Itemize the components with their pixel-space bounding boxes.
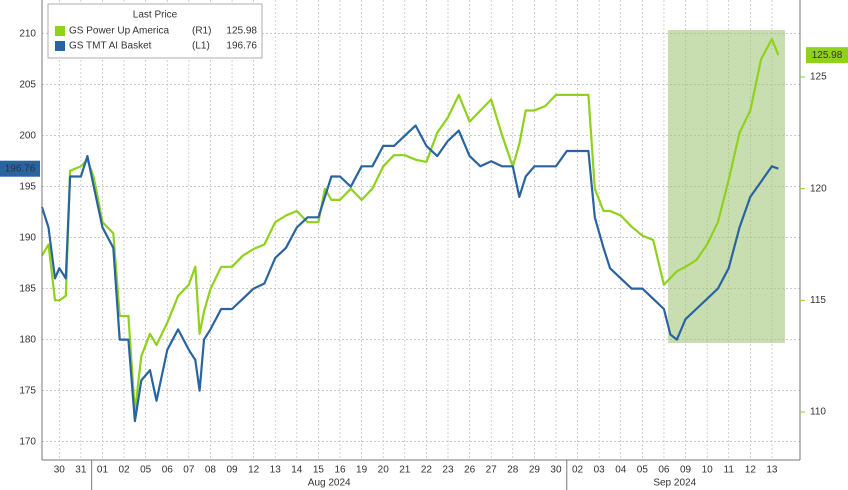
series-line — [40, 124, 779, 423]
x-tick-label: 10 — [702, 465, 714, 476]
x-tick-label: 21 — [399, 465, 411, 476]
x-tick-label: 30 — [550, 465, 562, 476]
x-group-label: Aug 2024 — [308, 478, 351, 489]
last-value-label: 196.76 — [5, 163, 36, 174]
x-tick-label: 04 — [615, 465, 627, 476]
x-tick-label: 12 — [248, 465, 260, 476]
x-tick-label: 11 — [724, 465, 735, 476]
legend-swatch — [55, 26, 65, 36]
x-tick-label: 29 — [529, 465, 541, 476]
x-tick-label: 30 — [54, 465, 66, 476]
x-tick-label: 05 — [637, 465, 649, 476]
x-tick-label: 05 — [140, 465, 152, 476]
x-tick-label: 14 — [291, 465, 303, 476]
legend-box — [47, 3, 263, 59]
y2-tick-label: 115 — [810, 295, 826, 306]
legend-label: GS TMT AI Basket — [69, 41, 152, 52]
x-tick-label: 26 — [464, 465, 476, 476]
y-tick-label: 200 — [19, 130, 36, 141]
legend-entries: GS Power Up America (R1) 125.98 GS TMT AI B… — [55, 26, 257, 52]
y2-tick-label: 120 — [810, 183, 827, 194]
y-tick-label: 170 — [19, 436, 36, 447]
y-tick-label: 185 — [19, 283, 36, 294]
y-tick-label: 195 — [19, 181, 36, 192]
x-tick-label: 08 — [205, 465, 217, 476]
x-tick-label: 06 — [162, 465, 174, 476]
y-tick-label: 175 — [19, 385, 36, 396]
x-tick-label: 02 — [119, 465, 131, 476]
x-tick-label: 07 — [183, 465, 195, 476]
x-tick-label: 06 — [658, 465, 670, 476]
x-tick-label: 13 — [270, 465, 282, 476]
x-tick-label: 22 — [421, 465, 433, 476]
x-tick-label: 13 — [766, 465, 778, 476]
x-tick-label: 15 — [313, 465, 325, 476]
legend-axis-tag: (R1) — [192, 26, 211, 37]
x-tick-label: 09 — [680, 465, 692, 476]
x-tick-label: 12 — [745, 465, 757, 476]
x-tick-label: 09 — [226, 465, 238, 476]
x-tick-label: 01 — [97, 465, 109, 476]
y-tick-label: 205 — [19, 79, 36, 90]
x-tick-label: 03 — [594, 465, 606, 476]
y-tick-label: 180 — [19, 334, 36, 345]
x-tick-label: 23 — [442, 465, 454, 476]
legend-label: GS Power Up America — [69, 26, 169, 37]
x-tick-label: 19 — [356, 465, 368, 476]
x-group-label: Sep 2024 — [653, 478, 696, 489]
x-tick-label: 27 — [486, 465, 498, 476]
y2-tick-label: 110 — [810, 407, 826, 418]
lines — [40, 38, 780, 423]
x-tick-label: 31 — [75, 465, 87, 476]
x-tick-label: 02 — [572, 465, 584, 476]
y-tick-label: 190 — [19, 232, 36, 243]
legend-axis-tag: (L1) — [192, 41, 210, 52]
legend-value: 196.76 — [226, 41, 257, 52]
last-value-tag — [806, 47, 848, 64]
y2-tick-label: 125 — [810, 72, 827, 83]
last-value-label: 125.98 — [812, 50, 843, 61]
y-tick-label: 210 — [19, 28, 36, 39]
legend-value: 125.98 — [226, 26, 257, 37]
last-value-tag — [0, 160, 40, 177]
series-line — [41, 38, 780, 414]
legend: Last Price — [47, 3, 263, 59]
legend-title: Last Price — [133, 10, 178, 21]
x-tick-label: 16 — [334, 465, 346, 476]
legend-swatch — [55, 41, 65, 51]
axes: 1701751801851901952002052101101151201253… — [0, 28, 848, 490]
x-tick-label: 28 — [507, 465, 519, 476]
x-tick-label: 20 — [378, 465, 390, 476]
